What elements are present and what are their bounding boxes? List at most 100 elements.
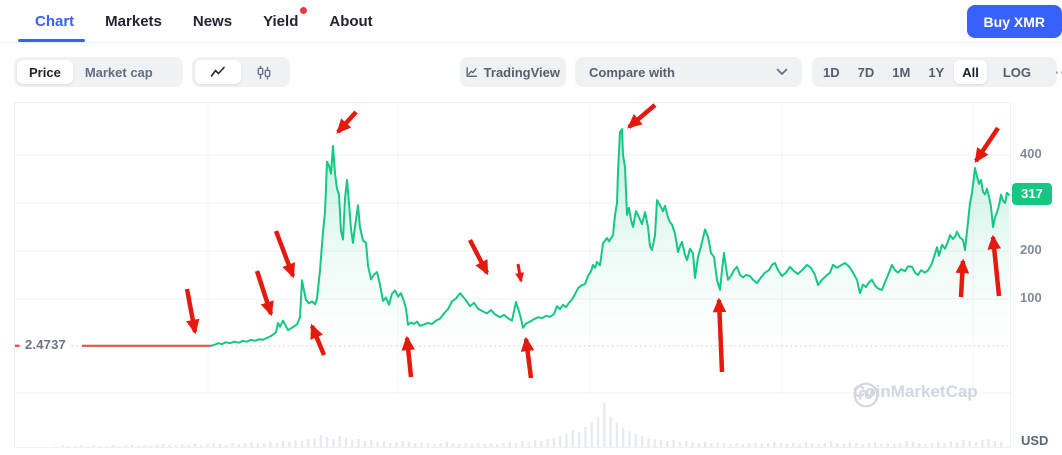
volume-bar [332, 439, 335, 447]
volume-bar [722, 443, 726, 447]
metric-option-marketcap[interactable]: Market cap [84, 64, 153, 80]
tab-markets-label: Markets [105, 12, 162, 30]
buy-xmr-button[interactable]: Buy XMR [966, 5, 1062, 38]
volume-bar [502, 443, 505, 447]
volume-bar [855, 443, 858, 447]
metric-option-price[interactable]: Price [17, 60, 73, 84]
annotation-arrow [974, 126, 1000, 164]
volume-bar [533, 440, 537, 447]
price-chart[interactable]: 2.4737 CoinMarketCap [14, 102, 1011, 448]
volume-bar [716, 442, 719, 447]
volume-bar [672, 440, 675, 447]
more-options-button[interactable]: ··· [1055, 64, 1062, 80]
volume-bar [250, 442, 253, 447]
volume-bar [577, 432, 581, 447]
volume-bar [319, 435, 322, 447]
range-1d[interactable]: 1D [823, 64, 840, 80]
volume-bar [937, 442, 940, 447]
volume-bar [546, 439, 549, 447]
volume-bar [269, 442, 272, 447]
volume-bar [477, 443, 480, 447]
volume-bar [401, 441, 404, 447]
annotation-arrow [712, 297, 727, 373]
volume-bar [244, 443, 247, 447]
volume-bar [993, 441, 997, 447]
volume-bar [804, 442, 808, 447]
tab-about[interactable]: About [329, 0, 372, 42]
volume-bar [634, 434, 637, 447]
volume-bar [552, 438, 556, 447]
volume-bar [414, 443, 417, 447]
tab-yield-label: Yield [263, 12, 299, 30]
range-7d[interactable]: 7D [857, 64, 875, 80]
volume-bar [181, 444, 184, 447]
volume-bar [911, 442, 915, 447]
price-line [210, 128, 1010, 347]
volume-bar [565, 434, 568, 447]
volume-bar [766, 443, 770, 447]
volume-bar [892, 444, 896, 447]
volume-bar [67, 446, 70, 447]
volume-bar [80, 445, 83, 447]
volume-bar [470, 444, 474, 447]
volume-bar [754, 443, 757, 447]
range-1m[interactable]: 1M [892, 64, 911, 80]
volume-bar [981, 440, 984, 447]
volume-bar [596, 417, 600, 447]
annotation-arrow [515, 263, 525, 283]
compare-with-dropdown[interactable]: Compare with [575, 57, 802, 87]
annotation-arrow [336, 110, 358, 134]
volume-bar [376, 442, 379, 447]
volume-bar [955, 442, 959, 447]
volume-bar [118, 446, 121, 447]
tab-news[interactable]: News [193, 0, 232, 42]
tab-yield[interactable]: Yield [263, 0, 308, 42]
volume-bar [496, 444, 499, 447]
volume-bar [647, 438, 650, 447]
volume-bar [206, 444, 209, 447]
volume-bar [275, 443, 278, 447]
volume-bar [640, 436, 644, 447]
volume-bar [748, 443, 751, 447]
volume-bar [678, 442, 682, 447]
volume-bar [218, 444, 222, 447]
baseline-tick [15, 344, 20, 348]
volume-bar [811, 443, 814, 447]
volume-bar [508, 442, 511, 447]
range-1y[interactable]: 1Y [928, 64, 945, 80]
volume-bar [407, 442, 411, 447]
chart-type-toggle [192, 57, 290, 87]
volume-bar [388, 443, 392, 447]
volume-bar [313, 438, 316, 447]
line-chart-type-button[interactable] [195, 60, 241, 84]
volume-bar [395, 442, 398, 447]
log-scale-button[interactable]: LOG [1002, 64, 1032, 80]
candlestick-chart-type-button[interactable] [241, 60, 287, 84]
volume-bar [886, 443, 889, 447]
tab-markets[interactable]: Markets [105, 0, 162, 42]
volume-bar [653, 439, 656, 447]
annotation-arrow [273, 230, 296, 279]
volume-bar [930, 443, 934, 447]
volume-bar [603, 403, 606, 447]
volume-bar [817, 444, 820, 447]
volume-bar [483, 444, 486, 447]
y-axis-label: 400 [1020, 146, 1042, 161]
annotation-arrow [520, 336, 535, 379]
range-all[interactable]: All [954, 60, 987, 84]
volume-bar [307, 439, 310, 447]
volume-bar [615, 423, 619, 447]
volume-bar [760, 444, 763, 447]
volume-bar [710, 443, 713, 447]
volume-bar [785, 444, 789, 447]
volume-bar [300, 441, 304, 447]
tradingview-button[interactable]: TradingView [460, 57, 566, 87]
volume-bar [193, 444, 196, 447]
tab-chart[interactable]: Chart [17, 0, 86, 42]
y-axis-label: 200 [1020, 242, 1042, 257]
volume-bar [943, 443, 946, 447]
volume-bar [703, 442, 707, 447]
volume-bar [521, 441, 524, 447]
volume-bar [382, 441, 385, 447]
volume-bar [199, 445, 203, 447]
